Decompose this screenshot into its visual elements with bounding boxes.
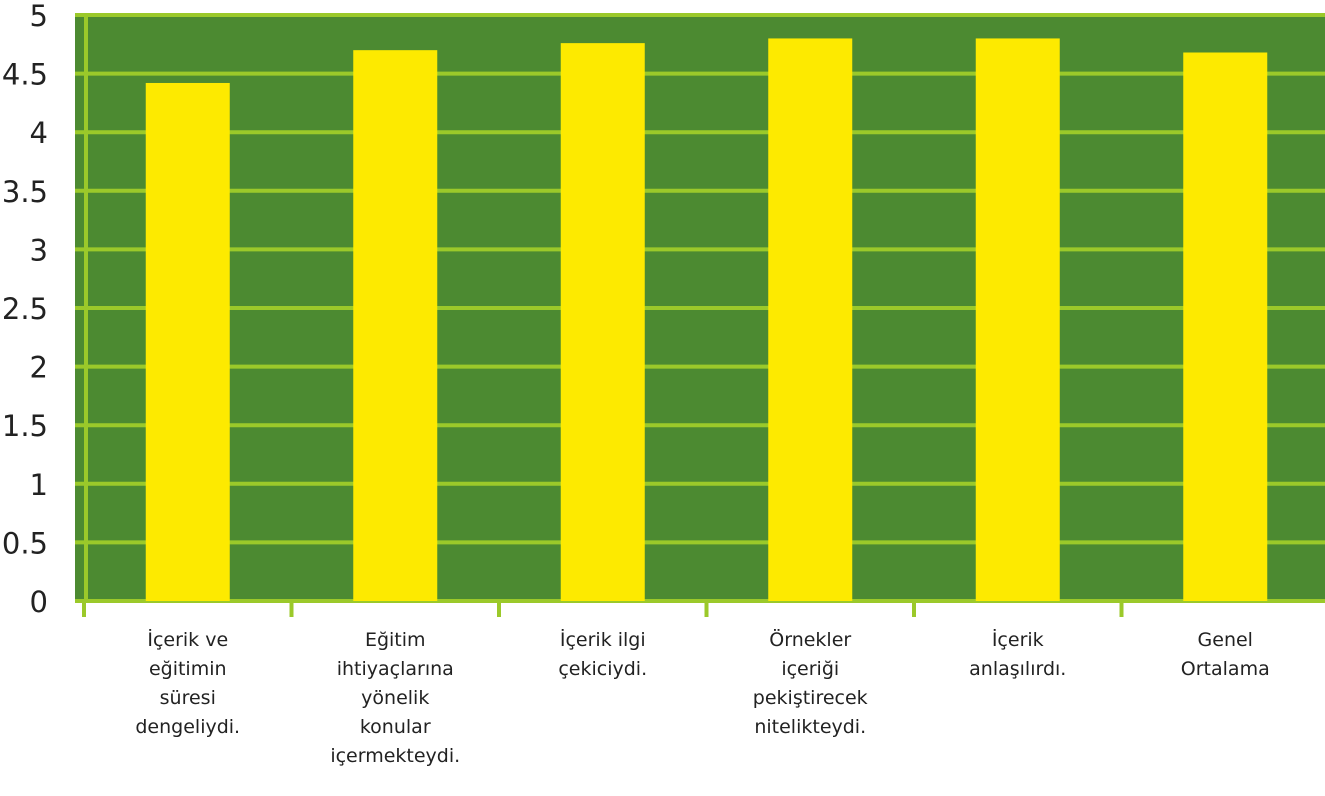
bar: [145, 82, 230, 601]
y-tick-label: 1.5: [2, 409, 48, 443]
bars: [145, 38, 1268, 602]
y-tick-label: 0.5: [2, 526, 48, 560]
bar: [768, 38, 853, 601]
x-category-label: Eğitim ihtiyaçlarına yönelik konular içermek…: [330, 629, 460, 767]
y-tick-label: 4.5: [2, 58, 48, 92]
bar: [353, 50, 438, 602]
bar: [560, 43, 645, 602]
gridlines: [75, 13, 1325, 617]
bar: [975, 38, 1060, 601]
y-tick-label: 3: [30, 233, 48, 267]
y-axis-tick-labels: 0 0.5 1 1.5 2 2.5 3 3.5 4 4.5 5: [2, 0, 48, 619]
y-tick-label: 1: [30, 468, 48, 502]
y-tick-label: 2: [30, 351, 48, 385]
y-tick-label: 5: [30, 0, 48, 33]
x-axis-category-labels: İçerik ve eğitimin süresi dengeliydi. Eğitim…: [135, 628, 1269, 767]
y-tick-label: 3.5: [2, 175, 48, 209]
y-tick-label: 4: [30, 116, 48, 150]
x-category-label: İçerik ilgi çekiciydi.: [558, 628, 647, 680]
y-tick-label: 0: [30, 585, 48, 619]
x-category-label: İçerik ve eğitimin süresi dengeliydi.: [135, 628, 240, 738]
y-tick-label: 2.5: [2, 292, 48, 326]
x-category-label: Örnekler içeriği pekiştirecek nitelikteydi.: [753, 628, 868, 738]
x-category-label: Genel Ortalama: [1181, 629, 1270, 680]
bar: [1183, 52, 1268, 601]
x-category-label: İçerik anlaşılırdı.: [969, 628, 1066, 680]
